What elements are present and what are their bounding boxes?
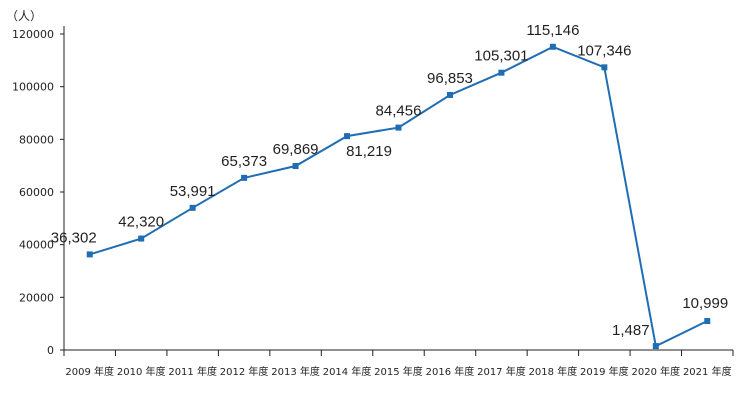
x-tick-label: 2017 年度 [477, 365, 526, 378]
data-label: 10,999 [682, 295, 728, 312]
x-tick-label: 2010 年度 [117, 365, 166, 378]
y-tick-label: 0 [47, 344, 54, 357]
data-label: 69,869 [273, 141, 319, 158]
data-point-marker [344, 133, 351, 140]
data-point-marker [189, 204, 196, 211]
data-point-marker [292, 163, 299, 170]
y-tick-label: 120000 [12, 28, 54, 41]
x-tick-label: 2019 年度 [580, 365, 629, 378]
data-point-marker [395, 124, 402, 131]
data-point-marker [138, 235, 145, 242]
x-tick-label: 2018 年度 [529, 365, 578, 378]
x-axis-ticks: 2009 年度 2010 年度 2011 年度 2012 年度 2013 年度 2014 … [63, 350, 734, 378]
data-label: 65,373 [221, 153, 267, 170]
data-label: 84,456 [376, 103, 422, 120]
data-label: 105,301 [474, 48, 528, 65]
data-point-marker [652, 343, 659, 350]
data-label: 81,219 [346, 143, 392, 160]
x-tick-label: 2020 年度 [631, 365, 680, 378]
y-tick-label: 100000 [12, 81, 54, 94]
x-tick-label: 2012 年度 [220, 365, 269, 378]
data-label: 36,302 [51, 229, 97, 246]
data-point-marker [446, 91, 453, 98]
data-point-marker [241, 174, 248, 181]
data-label: 53,991 [170, 183, 216, 200]
data-label: 115,146 [526, 22, 579, 39]
y-axis-unit-label: （人） [6, 9, 42, 23]
data-point-marker [601, 64, 608, 71]
data-point-marker [498, 69, 505, 76]
data-labels: 36,302 42,320 53,991 65,373 69,869 81,219 84,4… [51, 22, 728, 339]
y-tick-label: 40000 [19, 239, 54, 252]
data-label: 96,853 [427, 70, 473, 87]
series-line [86, 43, 711, 350]
data-point-marker [86, 251, 93, 258]
x-tick-label: 2021 年度 [683, 365, 732, 378]
x-tick-label: 2015 年度 [374, 365, 423, 378]
x-tick-label: 2016 年度 [426, 365, 475, 378]
y-tick-label: 60000 [19, 186, 54, 199]
data-point-marker [549, 43, 556, 50]
data-label: 107,346 [577, 42, 631, 59]
y-axis-ticks: 0 20000 40000 60000 80000 100000 120000 [12, 28, 64, 357]
y-tick-label: 80000 [19, 133, 54, 146]
x-tick-label: 2013 年度 [271, 365, 320, 378]
data-label: 42,320 [118, 214, 164, 231]
axes [63, 26, 733, 351]
y-tick-label: 20000 [19, 291, 54, 304]
x-tick-label: 2009 年度 [65, 365, 114, 378]
x-tick-label: 2014 年度 [323, 365, 372, 378]
data-label: 1,487 [612, 322, 650, 339]
x-tick-label: 2011 年度 [168, 365, 217, 378]
data-point-marker [704, 318, 711, 325]
